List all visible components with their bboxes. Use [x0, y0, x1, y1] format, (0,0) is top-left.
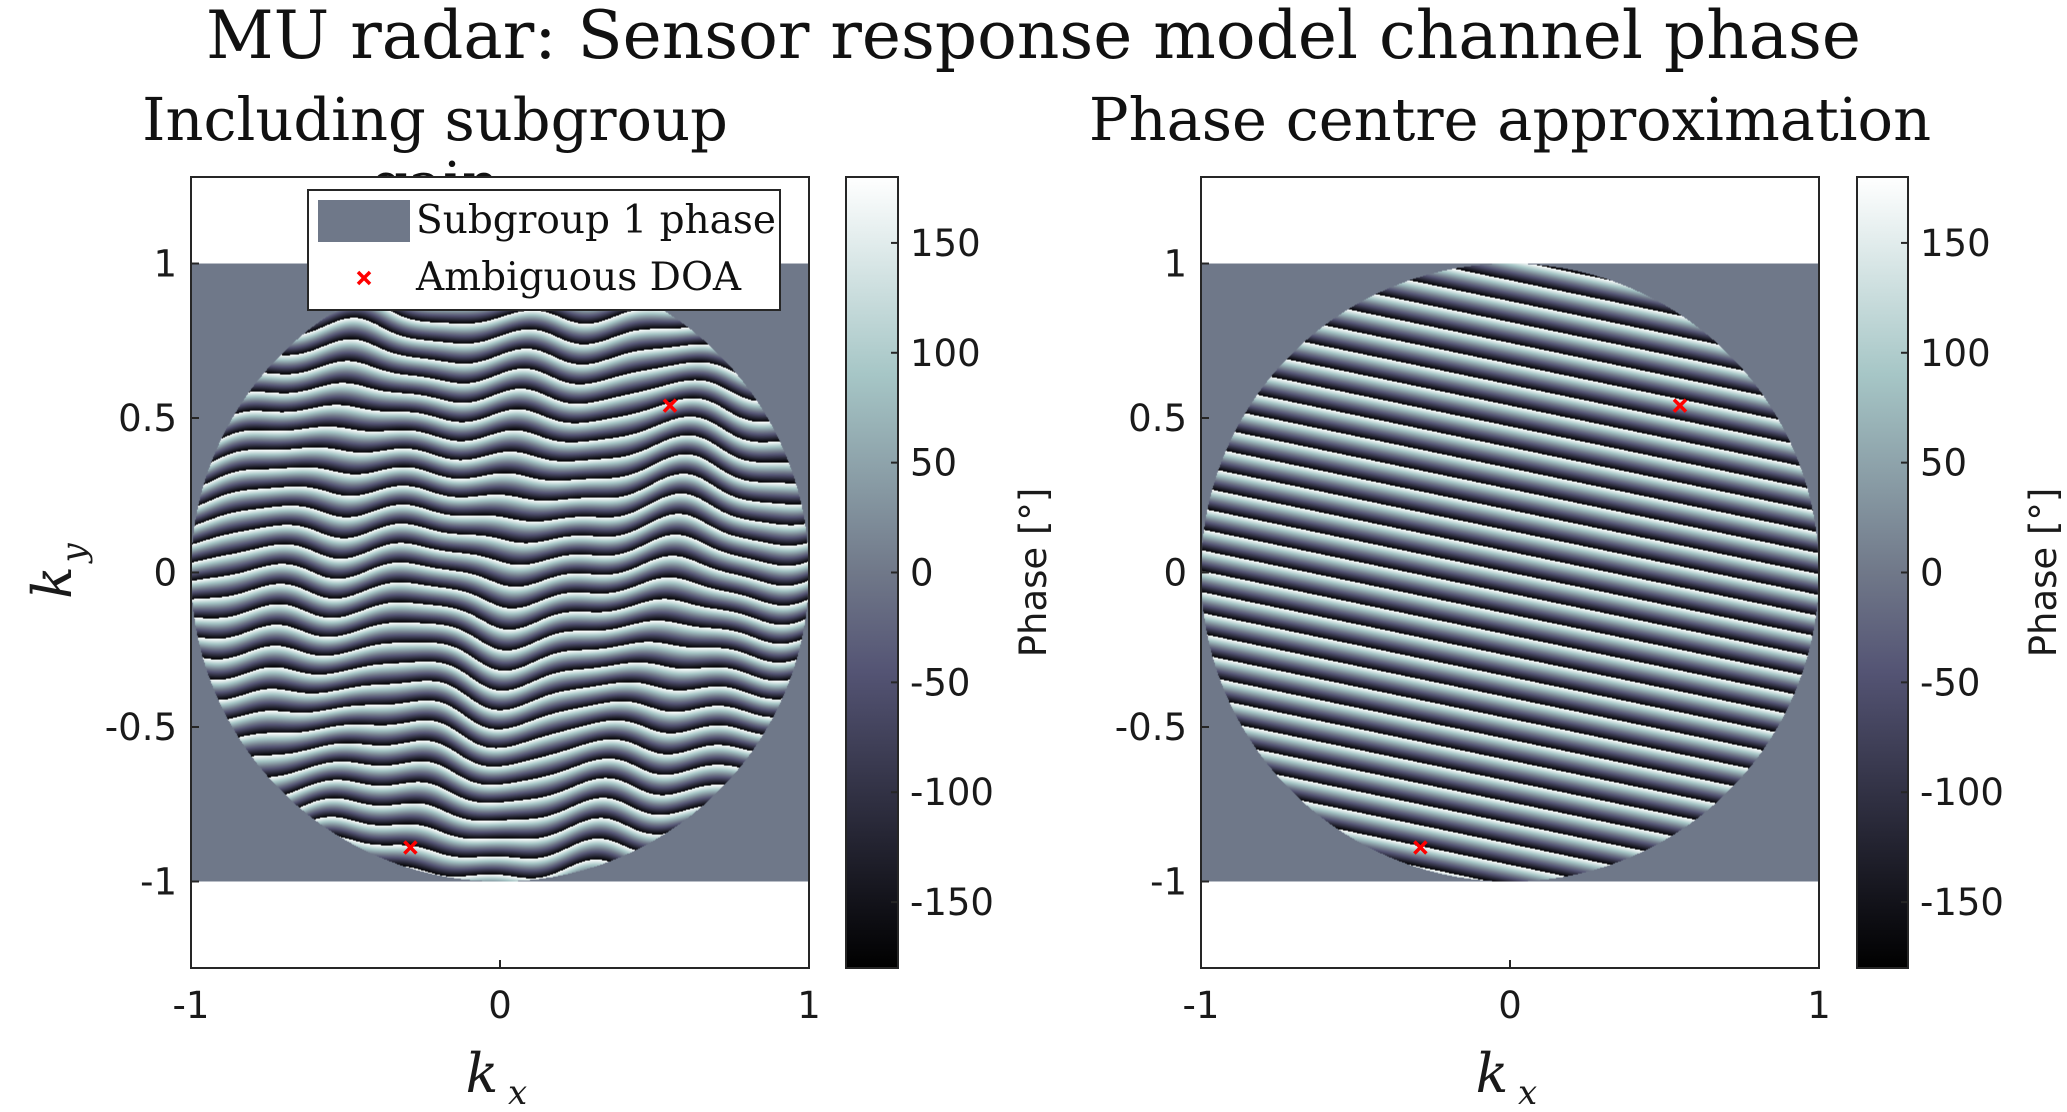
left-xtick-label: 0 — [488, 984, 512, 1027]
left-doa-marker-2 — [403, 840, 418, 855]
left-ylabel-text: k — [21, 566, 84, 599]
left-ylabel-subscript: y — [54, 543, 94, 565]
left-phase-field — [191, 263, 809, 882]
right-xtick-label: 1 — [1807, 984, 1831, 1027]
legend-x-stroke — [356, 270, 372, 286]
right-colorbar-tick-label: 150 — [1920, 222, 1991, 265]
left-subplot-title: Including subgroup gain — [142, 85, 728, 216]
left-ytick-label: -0.5 — [105, 706, 177, 749]
right-subplot-title: Phase centre approximation — [1088, 85, 1932, 154]
left-colorbar-tick-label: 50 — [910, 442, 957, 485]
right-xtick-label: -1 — [1183, 984, 1220, 1027]
left-colorbar-tick-label: -150 — [910, 881, 994, 924]
left-colorbar-tick-label: -50 — [910, 661, 970, 704]
right-colorbar-label: Phase [°] — [2022, 488, 2065, 658]
legend-label-doa: Ambiguous DOA — [415, 255, 742, 300]
left-xtick-label: -1 — [173, 984, 210, 1027]
doa-marker-stroke — [1413, 840, 1428, 855]
left-colorbar-tick-label: 0 — [910, 552, 934, 595]
right-ytick-label: -1 — [1150, 860, 1187, 903]
legend-label-subgroup: Subgroup 1 phase — [416, 198, 776, 243]
doa-marker-stroke — [1672, 398, 1688, 413]
legend-patch-subgroup — [318, 200, 410, 242]
left-colorbar-tick-label: 100 — [910, 332, 981, 375]
left-ylabel: ky — [21, 543, 94, 599]
legend: Subgroup 1 phase Ambiguous DOA — [307, 189, 781, 311]
left-plot: -1 0 110.50-0.5-1k xky150100500-50-100-150P… — [21, 176, 1055, 1112]
right-ytick-label: 1 — [1163, 243, 1187, 286]
right-colorbar-tick-label: 50 — [1920, 442, 1967, 485]
left-colorbar-tick-label: 150 — [910, 222, 981, 265]
legend-marker-doa — [356, 270, 372, 286]
left-ytick-label: 0 — [153, 552, 177, 595]
left-colorbar — [845, 176, 899, 969]
left-ytick-label: 0.5 — [118, 397, 177, 440]
left-xlabel-subscript: x — [508, 1073, 527, 1112]
right-colorbar-tick-label: -100 — [1920, 771, 2004, 814]
doa-marker-stroke — [662, 398, 678, 413]
right-phase-field — [1201, 263, 1819, 882]
right-colorbar-tick-label: 100 — [1920, 332, 1991, 375]
right-ytick-label: 0 — [1163, 552, 1187, 595]
figure-title: MU radar: Sensor response model channel … — [206, 0, 1861, 74]
left-doa-marker-1 — [662, 398, 678, 413]
right-xtick-label: 0 — [1498, 984, 1522, 1027]
right-ytick-label: -0.5 — [1115, 706, 1187, 749]
left-xtick-label: 1 — [797, 984, 821, 1027]
left-ytick-label: -1 — [140, 860, 177, 903]
doa-marker-stroke — [403, 840, 418, 855]
right-xlabel: k — [1476, 1042, 1509, 1105]
right-xlabel-subscript: x — [1518, 1073, 1537, 1112]
right-doa-marker-2 — [1413, 840, 1428, 855]
right-colorbar-tick-label: -50 — [1920, 661, 1980, 704]
right-ytick-label: 0.5 — [1128, 397, 1187, 440]
right-colorbar-tick-label: -150 — [1920, 881, 2004, 924]
left-colorbar-tick-label: -100 — [910, 771, 994, 814]
right-colorbar — [1856, 176, 1909, 969]
right-plot: -1 0 1 1 0.5 0 -0.5 -1 k x 150 100 50 0 -50 -100 -150 Pha… — [1115, 176, 2065, 1112]
left-xlabel: k — [466, 1042, 499, 1105]
left-colorbar-label: Phase [°] — [1012, 488, 1055, 658]
left-ytick-label: 1 — [153, 243, 177, 286]
right-doa-marker-1 — [1672, 398, 1688, 413]
right-colorbar-tick-label: 0 — [1920, 552, 1944, 595]
